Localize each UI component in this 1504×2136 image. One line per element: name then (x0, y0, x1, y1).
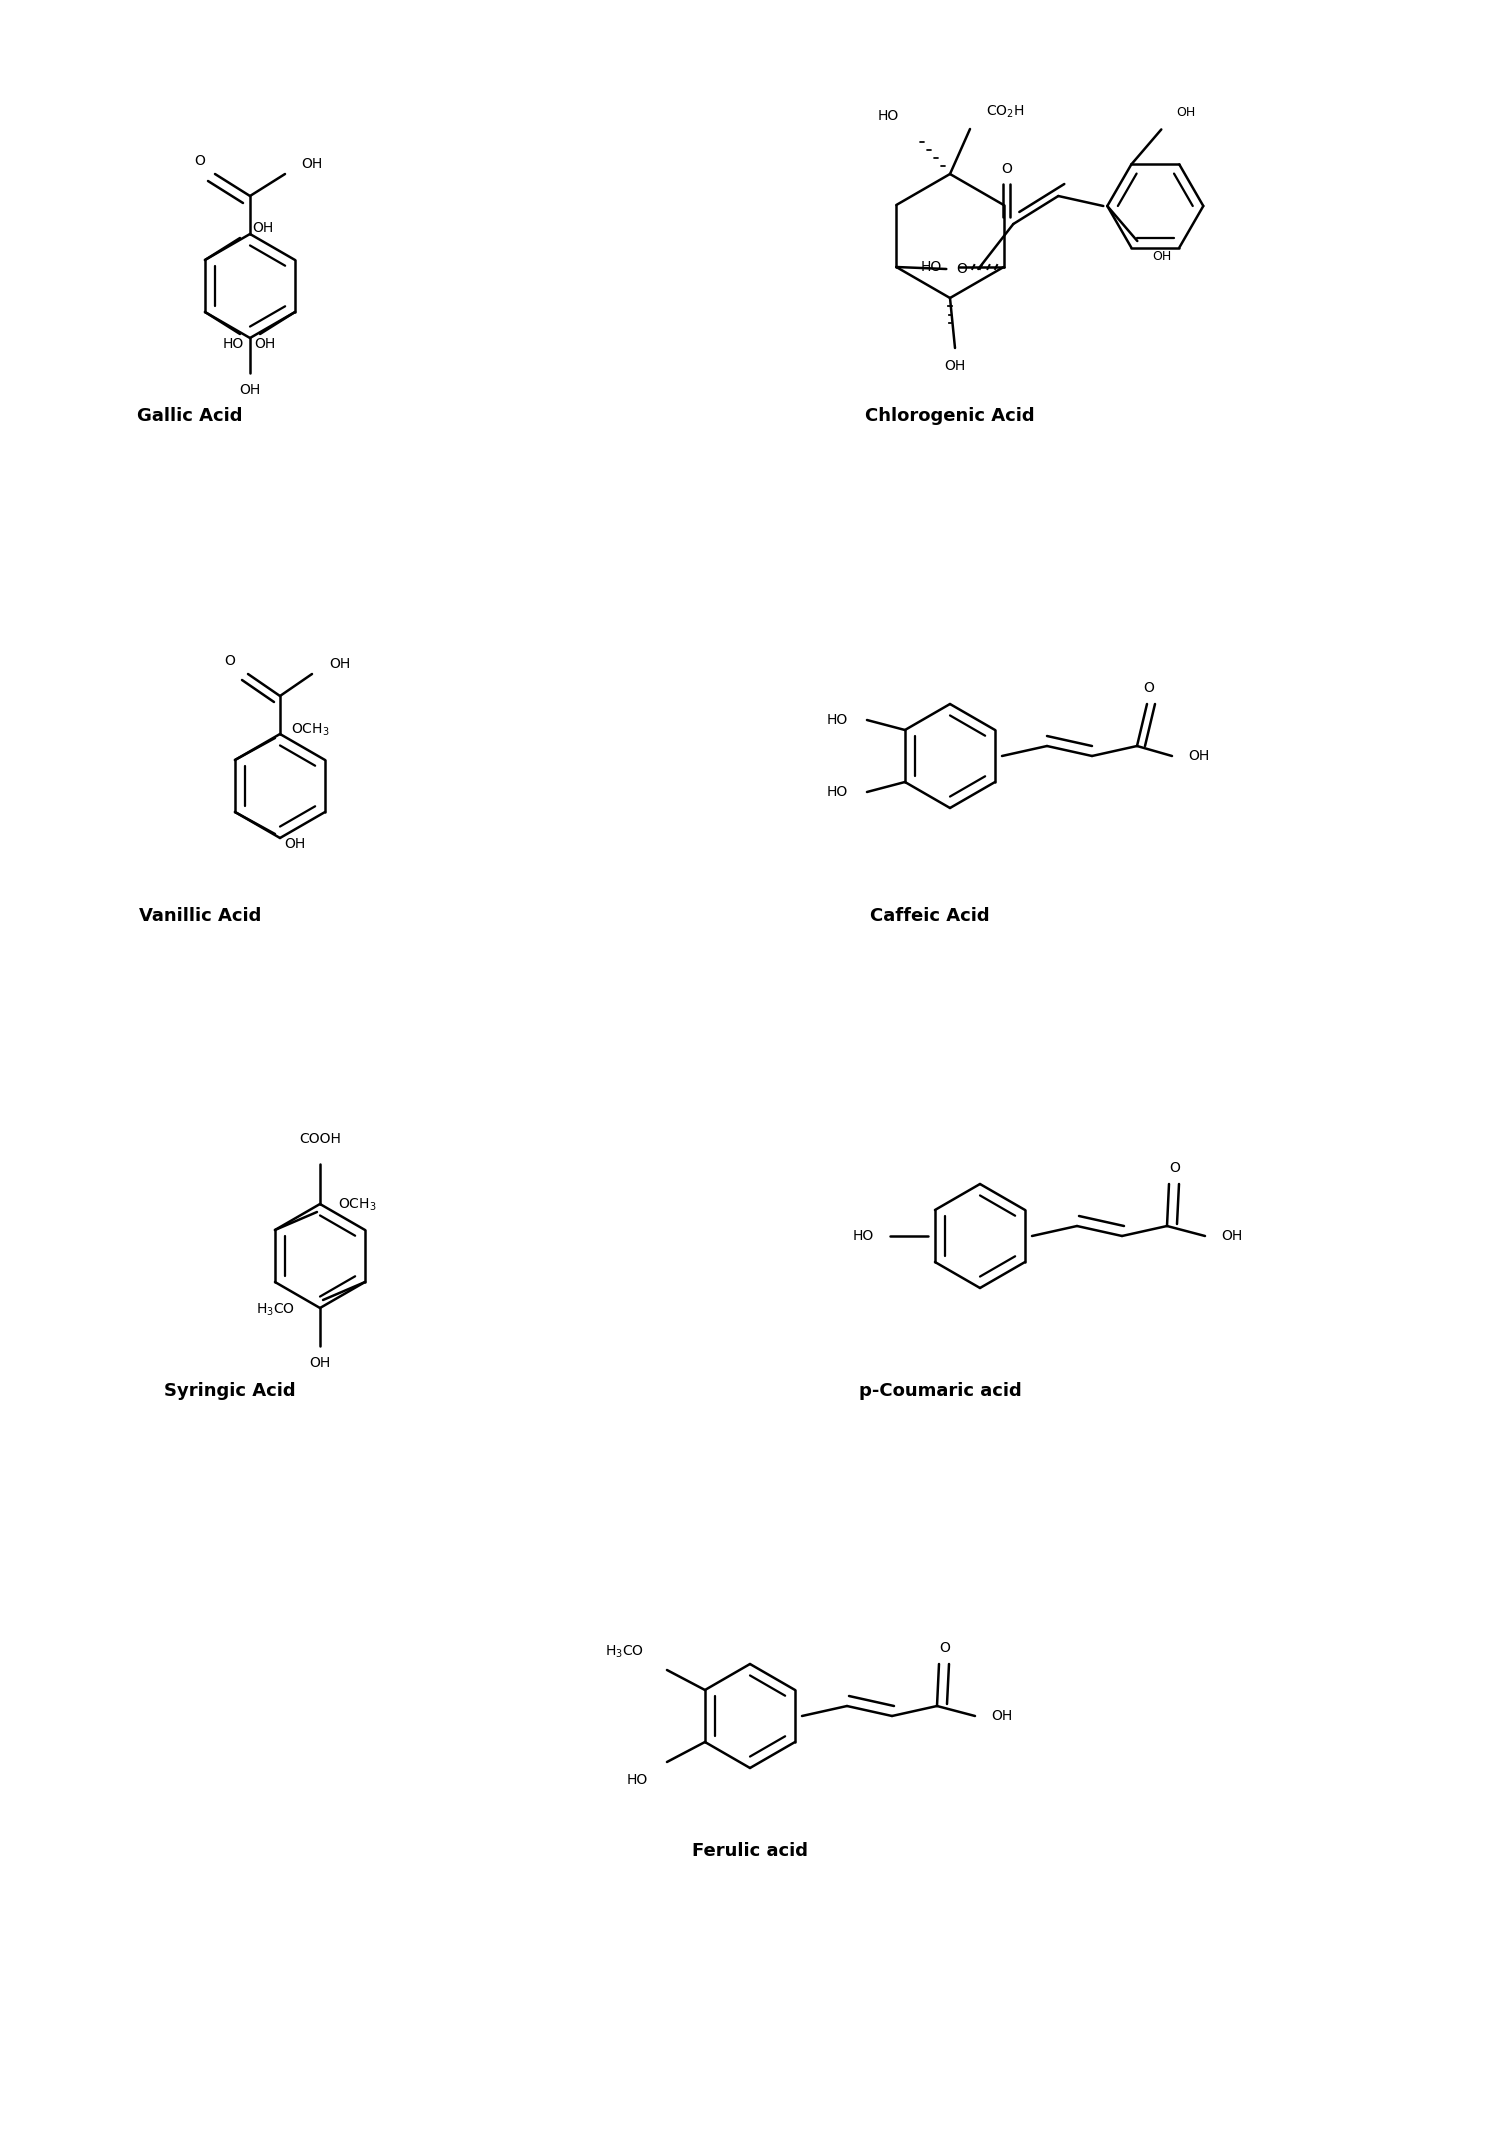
Text: O: O (1143, 681, 1155, 694)
Text: HO: HO (877, 109, 898, 124)
Text: OCH$_3$: OCH$_3$ (338, 1196, 376, 1213)
Text: OH: OH (253, 220, 274, 235)
Text: Caffeic Acid: Caffeic Acid (871, 908, 990, 925)
Text: OH: OH (1176, 107, 1196, 120)
Text: OH: OH (310, 1356, 331, 1369)
Text: Ferulic acid: Ferulic acid (692, 1841, 808, 1860)
Text: Gallic Acid: Gallic Acid (137, 408, 242, 425)
Text: OH: OH (991, 1709, 1012, 1724)
Text: CO$_2$H: CO$_2$H (985, 105, 1024, 120)
Text: H$_3$CO: H$_3$CO (256, 1301, 295, 1318)
Text: OH: OH (1152, 250, 1172, 263)
Text: O: O (224, 654, 236, 669)
Text: O: O (1000, 162, 1012, 175)
Text: OH: OH (301, 158, 323, 171)
Text: HO: HO (626, 1773, 648, 1788)
Text: OH: OH (329, 658, 350, 671)
Text: OCH$_3$: OCH$_3$ (290, 722, 329, 739)
Text: OH: OH (945, 359, 966, 374)
Text: Chlorogenic Acid: Chlorogenic Acid (865, 408, 1035, 425)
Text: OH: OH (1221, 1228, 1242, 1243)
Text: OH: OH (239, 382, 260, 397)
Text: Vanillic Acid: Vanillic Acid (138, 908, 262, 925)
Text: HO: HO (826, 713, 848, 726)
Text: Syringic Acid: Syringic Acid (164, 1382, 296, 1399)
Text: O: O (957, 263, 967, 276)
Text: O: O (194, 154, 206, 169)
Text: OH: OH (284, 837, 305, 850)
Text: HO: HO (853, 1228, 874, 1243)
Text: HO: HO (920, 261, 943, 273)
Text: OH: OH (254, 337, 275, 350)
Text: HO: HO (826, 786, 848, 799)
Text: H$_3$CO: H$_3$CO (606, 1645, 644, 1660)
Text: p-Coumaric acid: p-Coumaric acid (859, 1382, 1021, 1399)
Text: OH: OH (1188, 750, 1209, 763)
Text: O: O (940, 1640, 951, 1655)
Text: HO: HO (223, 337, 244, 350)
Text: O: O (1170, 1162, 1181, 1175)
Text: COOH: COOH (299, 1132, 341, 1147)
